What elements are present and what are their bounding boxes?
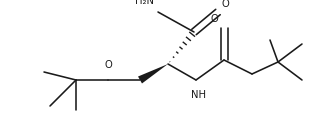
- Polygon shape: [138, 64, 168, 83]
- Text: O: O: [222, 0, 230, 9]
- Text: NH: NH: [190, 90, 205, 100]
- Text: O: O: [210, 14, 218, 24]
- Text: O: O: [104, 60, 112, 70]
- Text: H₂N: H₂N: [135, 0, 154, 6]
